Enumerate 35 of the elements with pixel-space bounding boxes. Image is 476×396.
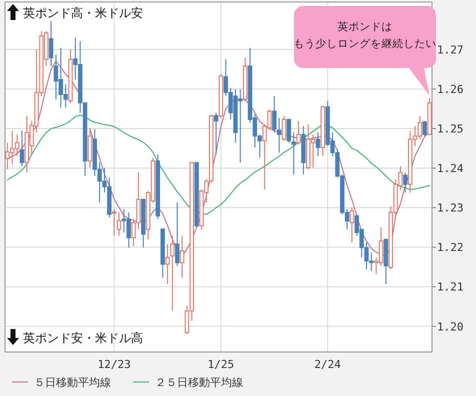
annotation: 英ポンドは [338, 20, 392, 33]
candlestick [112, 208, 116, 236]
x-tick-label: 1/25 [208, 358, 234, 371]
x-tick-label: 12/23 [98, 358, 131, 371]
candlestick [286, 118, 292, 144]
candlestick [350, 207, 354, 243]
y-tick-label: 1.27 [437, 43, 464, 56]
y-tick-label: 1.25 [437, 122, 464, 136]
y-tick-label: 1.26 [437, 83, 464, 96]
legend-label: ２５日移動平均線 [155, 376, 243, 389]
candlestick [403, 172, 408, 194]
candlestick [175, 202, 180, 266]
candlestick [170, 235, 175, 312]
annotation: もう少しロングを継続したい [294, 37, 436, 50]
candlestick [292, 132, 296, 175]
y-tick-label: 1.22 [437, 241, 464, 254]
candlestick [422, 120, 427, 137]
x-tick-label: 2/24 [314, 358, 342, 371]
y-tick-label: 1.24 [437, 162, 464, 176]
line-series [6, 114, 430, 215]
y-tick-label: 1.21 [437, 280, 464, 294]
candlestick [48, 20, 54, 67]
candlestick [316, 132, 320, 156]
candlestick [282, 115, 286, 142]
candlestick [296, 120, 301, 145]
y-tick-label: 1.23 [437, 202, 464, 215]
annotation: 英ポンド安・米ドル高 [23, 331, 143, 345]
y-tick-label: 1.20 [437, 320, 464, 334]
legend-label: ５日移動平均線 [34, 376, 111, 389]
candlestick [20, 130, 24, 167]
candlestick [180, 235, 184, 278]
annotation: 英ポンド高・米ドル安 [23, 6, 143, 20]
candlestick [116, 212, 122, 236]
candlestick [165, 244, 170, 284]
candlestick [214, 112, 218, 155]
